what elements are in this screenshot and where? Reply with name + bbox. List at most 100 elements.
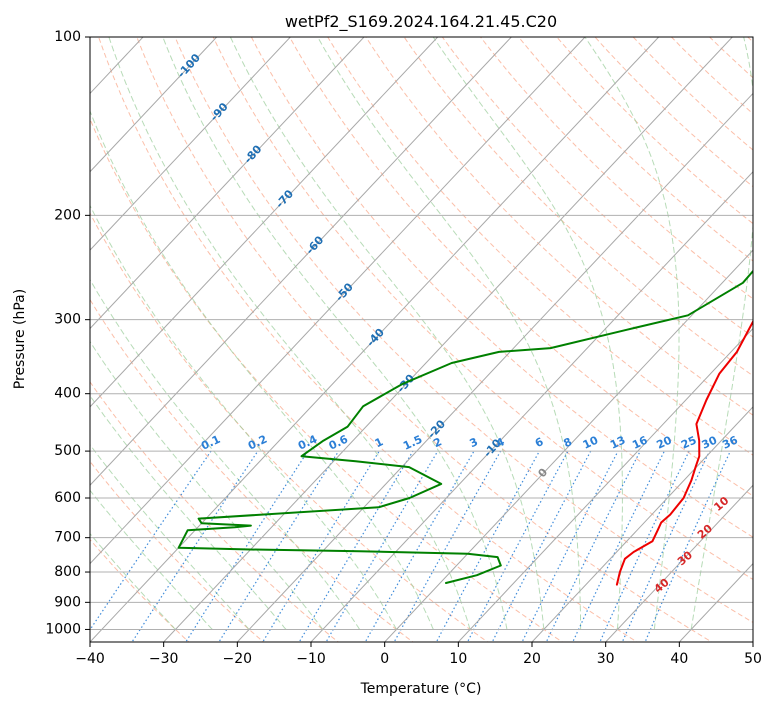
moist-adiabat-line — [90, 109, 434, 630]
horizontal-grid — [90, 37, 753, 630]
mixing-ratio-line — [572, 450, 665, 642]
isotherm-line — [90, 37, 365, 330]
dry-adiabat-line — [90, 460, 265, 642]
dry-adiabat-line — [98, 37, 638, 642]
x-tick-label: 0 — [380, 651, 389, 667]
isotherm-line — [236, 92, 753, 642]
mixing-ratio-line — [621, 450, 711, 642]
isotherm-line — [90, 37, 439, 408]
y-tick-label: 900 — [54, 594, 81, 610]
mixing-ratio-line — [218, 450, 340, 642]
moist-adiabat-line — [317, 37, 582, 630]
mixing-ratio-line — [131, 450, 259, 642]
mixing-ratio-label: 3 — [468, 435, 480, 450]
chart-title: wetPf2_S169.2024.164.21.45.C20 — [285, 12, 557, 32]
isotherm-line — [163, 37, 733, 642]
moist-adiabat-line — [90, 340, 324, 630]
x-tick-label: −40 — [75, 651, 105, 667]
dry-adiabat-line — [136, 37, 713, 642]
y-tick-label: 300 — [54, 312, 81, 328]
mixing-ratio-line — [521, 450, 619, 642]
plot-frame — [89, 36, 754, 643]
moist-adiabat-line — [432, 37, 623, 630]
mixing-ratio-line — [545, 450, 641, 642]
mixing-ratio-line — [364, 450, 475, 642]
y-tick-label: 100 — [54, 29, 81, 45]
background-lines — [0, 24, 775, 645]
y-tick-label: 700 — [54, 530, 81, 546]
mixing-ratio-label: 0.1 — [199, 433, 222, 453]
mixing-ratio-label: 1 — [373, 435, 385, 450]
mixing-ratio-label: 13 — [608, 434, 627, 452]
axis-ticks: −40 −30 −20 −10 0 10 20 30 40 5010020030040050060… — [45, 29, 762, 667]
isotherm-line — [90, 37, 586, 565]
x-tick-label: 30 — [597, 651, 615, 667]
dry-adiabat-line — [90, 538, 190, 642]
mixing-ratio-label: 20 — [654, 433, 674, 451]
x-tick-label: 20 — [523, 651, 541, 667]
mixing-ratio-line — [298, 450, 414, 642]
dry-adiabat-line — [479, 37, 753, 300]
isotherm-line — [384, 249, 753, 642]
moist-adiabat-line — [108, 37, 471, 630]
moist-adiabat-line — [90, 278, 361, 630]
y-tick-label: 800 — [54, 564, 81, 580]
x-tick-label: 40 — [670, 651, 688, 667]
mixing-ratio-label: 30 — [700, 433, 720, 451]
dry-adiabat-line — [632, 37, 753, 151]
y-tick-label: 1000 — [45, 621, 81, 637]
mixing-ratio-line — [599, 450, 690, 642]
mixing-ratio-label: 2 — [431, 435, 443, 450]
profile-series — [177, 183, 753, 586]
moist-adiabat-line — [690, 37, 753, 630]
dewpoint-profile-line — [177, 183, 753, 584]
isotherm-line — [90, 37, 218, 173]
mixing-ratio-line — [644, 450, 731, 642]
isotherm-line — [0, 37, 69, 642]
isotherm-line — [310, 171, 753, 642]
y-tick-label: 600 — [54, 490, 81, 506]
mixing-ratio-line — [325, 450, 439, 642]
isotherm-line — [752, 641, 753, 642]
x-axis-label: Temperature (°C) — [360, 681, 482, 697]
x-tick-label: 10 — [449, 651, 467, 667]
dry-adiabat-line — [670, 37, 753, 115]
y-tick-label: 400 — [54, 386, 81, 402]
moist-adiabat-line — [90, 489, 213, 630]
mixing-ratio-label: 1.5 — [401, 433, 424, 453]
x-tick-label: 50 — [744, 651, 762, 667]
x-tick-label: −10 — [296, 651, 326, 667]
mixing-ratio-label: 0.4 — [296, 432, 319, 452]
dry-adiabat-line — [403, 37, 753, 377]
y-axis-label: Pressure (hPa) — [12, 289, 28, 389]
dry-adiabat-label: 20 — [695, 522, 715, 542]
mixing-ratio-label: 6 — [533, 435, 546, 450]
mixing-ratio-line — [491, 450, 592, 642]
dry-adiabat-line — [90, 381, 340, 642]
mixing-ratio-line — [466, 450, 569, 642]
dry-adiabat-line — [327, 37, 753, 456]
dry-adiabat-line — [365, 37, 753, 416]
isotherm-line — [531, 406, 753, 642]
y-tick-label: 200 — [54, 207, 81, 223]
x-tick-label: −20 — [223, 651, 253, 667]
isotherm-line — [90, 37, 512, 486]
mixing-ratio-line — [90, 450, 212, 631]
moist-adiabat-line — [90, 444, 250, 630]
moist-adiabat-line — [90, 204, 397, 630]
mixing-ratio-label: 0.2 — [246, 433, 269, 453]
moist-adiabat-line — [229, 37, 545, 630]
dry-adiabat-line — [708, 37, 753, 79]
dry-adiabat-line — [289, 37, 753, 497]
dry-adiabat-line — [772, 24, 775, 645]
mixing-ratio-label: 36 — [720, 433, 740, 451]
y-tick-label: 500 — [54, 443, 81, 459]
x-tick-label: −30 — [149, 651, 179, 667]
temperature-profile-line — [615, 319, 753, 586]
mixing-ratio-line — [185, 450, 309, 642]
isotherm-line — [90, 37, 291, 251]
moist-adiabat-line — [90, 532, 176, 630]
isotherm-line — [605, 484, 753, 642]
